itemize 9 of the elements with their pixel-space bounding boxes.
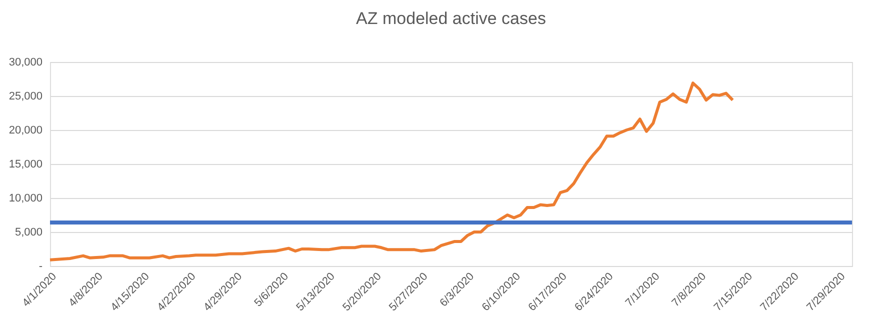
- y-tick-label: 20,000: [8, 124, 42, 136]
- y-tick-label: -: [38, 260, 43, 272]
- y-tick-label: 15,000: [8, 158, 42, 170]
- y-tick-label: 30,000: [8, 56, 42, 68]
- line-series: [48, 82, 734, 262]
- chart-title: AZ modeled active cases: [356, 9, 546, 28]
- y-tick-label: 25,000: [8, 90, 42, 102]
- y-tick-label: 10,000: [8, 192, 42, 204]
- y-tick-label: 5,000: [14, 226, 42, 238]
